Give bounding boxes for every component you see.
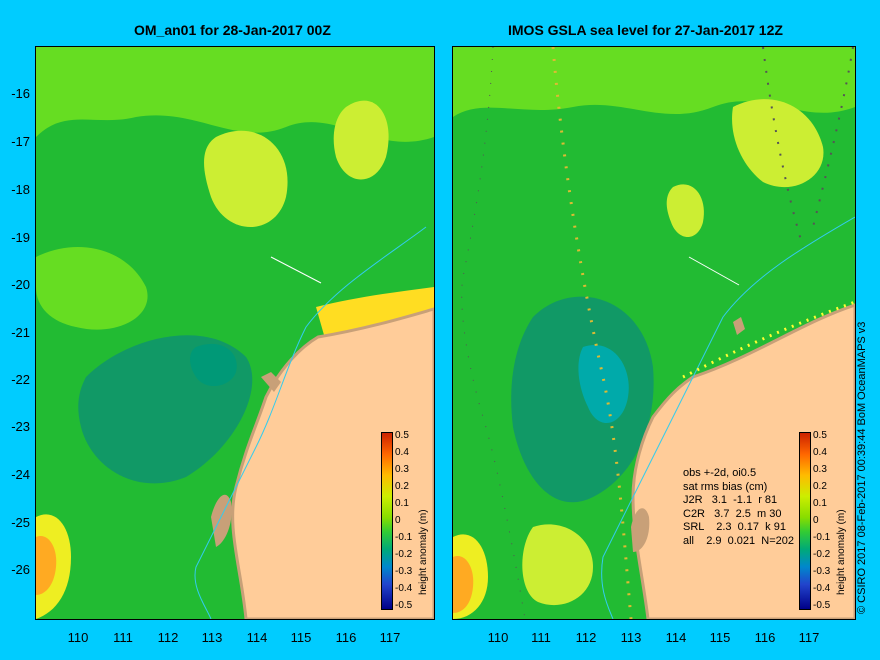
x-axis-label: 110 [487,630,509,645]
x-axis-label: 116 [754,630,776,645]
colorbar-tick: -0.3 [395,566,413,577]
colorbar-tick: -0.5 [395,600,413,611]
y-axis-label: -26 [11,562,30,577]
y-axis-label: -24 [11,467,30,482]
credit-text: © CSIRO 2017 08-Feb-2017 00:39:44 BoM Oc… [856,321,868,614]
colorbar-tick: 0.2 [395,481,409,492]
altimeter-tracks [461,47,855,619]
x-axis-label: 114 [665,630,687,645]
positive-anomaly [453,556,474,613]
x-axis-label: 111 [531,630,551,645]
shelf-contour [601,216,855,619]
island [211,494,232,547]
positive-anomaly [666,184,704,237]
colorbar-title: height anomaly (m) [836,509,847,595]
sea-high-band [36,247,148,330]
island [733,317,745,335]
colorbar-tick: 0.3 [813,464,827,475]
colorbar-tick: 0.1 [395,498,409,509]
positive-anomaly [204,130,288,227]
satellite-track [461,47,526,619]
left-map-title: OM_an01 for 28-Jan-2017 00Z [134,22,331,38]
y-axis-label: -25 [11,515,30,530]
colorbar-tick: 0.4 [813,447,827,458]
positive-anomaly [522,524,593,606]
colorbar-tick: 0.5 [395,430,409,441]
colorbar-tick: -0.2 [395,549,413,560]
island [261,372,281,392]
y-axis-label: -20 [11,277,30,292]
right-map-canvas [453,47,855,619]
sea-high-band [453,47,855,117]
y-axis-label: -23 [11,419,30,434]
section-line [688,256,740,286]
stats-line: C2R 3.7 2.5 m 30 [683,507,782,520]
y-axis-label: -21 [11,325,30,340]
colorbar-tick: -0.1 [395,532,413,543]
colorbar-tick: -0.5 [813,600,831,611]
y-axis-label: -17 [11,134,30,149]
left-map-canvas [36,47,434,619]
section-line [270,256,322,284]
x-axis-label: 112 [575,630,597,645]
colorbar-tick: 0 [395,515,401,526]
y-axis-label: -22 [11,372,30,387]
right-colorbar [799,432,811,610]
negative-anomaly [190,343,237,387]
stats-line: sat rms bias (cm) [683,480,768,493]
colorbar-tick: 0 [813,515,819,526]
positive-anomaly [36,536,57,595]
sea-high-band [36,47,434,142]
colorbar-tick: -0.2 [813,549,831,560]
x-axis-label: 114 [246,630,268,645]
x-axis-label: 110 [67,630,89,645]
x-axis-label: 117 [798,630,820,645]
stats-line: all 2.9 0.021 N=202 [683,534,794,547]
x-axis-label: 115 [290,630,312,645]
colorbar-tick: 0.3 [395,464,409,475]
right-map-panel[interactable] [452,46,856,620]
left-colorbar [381,432,393,610]
colorbar-tick: -0.3 [813,566,831,577]
colorbar-tick: 0.1 [813,498,827,509]
x-axis-label: 117 [379,630,401,645]
negative-anomaly [578,345,629,424]
negative-anomaly [511,296,654,503]
stats-block: obs +-2d, oi0.5 sat rms bias (cm) J2R 3.1 … [683,467,794,549]
island [631,508,650,552]
colorbar-tick: -0.4 [813,583,831,594]
satellite-track [682,300,855,379]
positive-anomaly [316,287,434,342]
colorbar-tick: -0.4 [395,583,413,594]
colorbar-tick: 0.4 [395,447,409,458]
stats-line: SRL 2.3 0.17 k 91 [683,521,786,534]
left-map-panel[interactable] [35,46,435,620]
y-axis-label: -18 [11,182,30,197]
x-axis-label: 116 [335,630,357,645]
colorbar-tick: 0.5 [813,430,827,441]
x-axis-label: 113 [620,630,642,645]
colorbar-tick: -0.1 [813,532,831,543]
stats-line: J2R 3.1 -1.1 r 81 [683,494,778,507]
stats-line: obs +-2d, oi0.5 [683,467,757,479]
right-map-title: IMOS GSLA sea level for 27-Jan-2017 12Z [508,22,783,38]
x-axis-label: 115 [709,630,731,645]
x-axis-label: 111 [113,630,133,645]
y-axis-label: -16 [11,86,30,101]
x-axis-label: 113 [201,630,223,645]
x-axis-label: 112 [157,630,179,645]
colorbar-title: height anomaly (m) [418,509,429,595]
colorbar-tick: 0.2 [813,481,827,492]
positive-anomaly [333,100,389,180]
shelf-contour [194,226,427,619]
y-axis-label: -19 [11,230,30,245]
